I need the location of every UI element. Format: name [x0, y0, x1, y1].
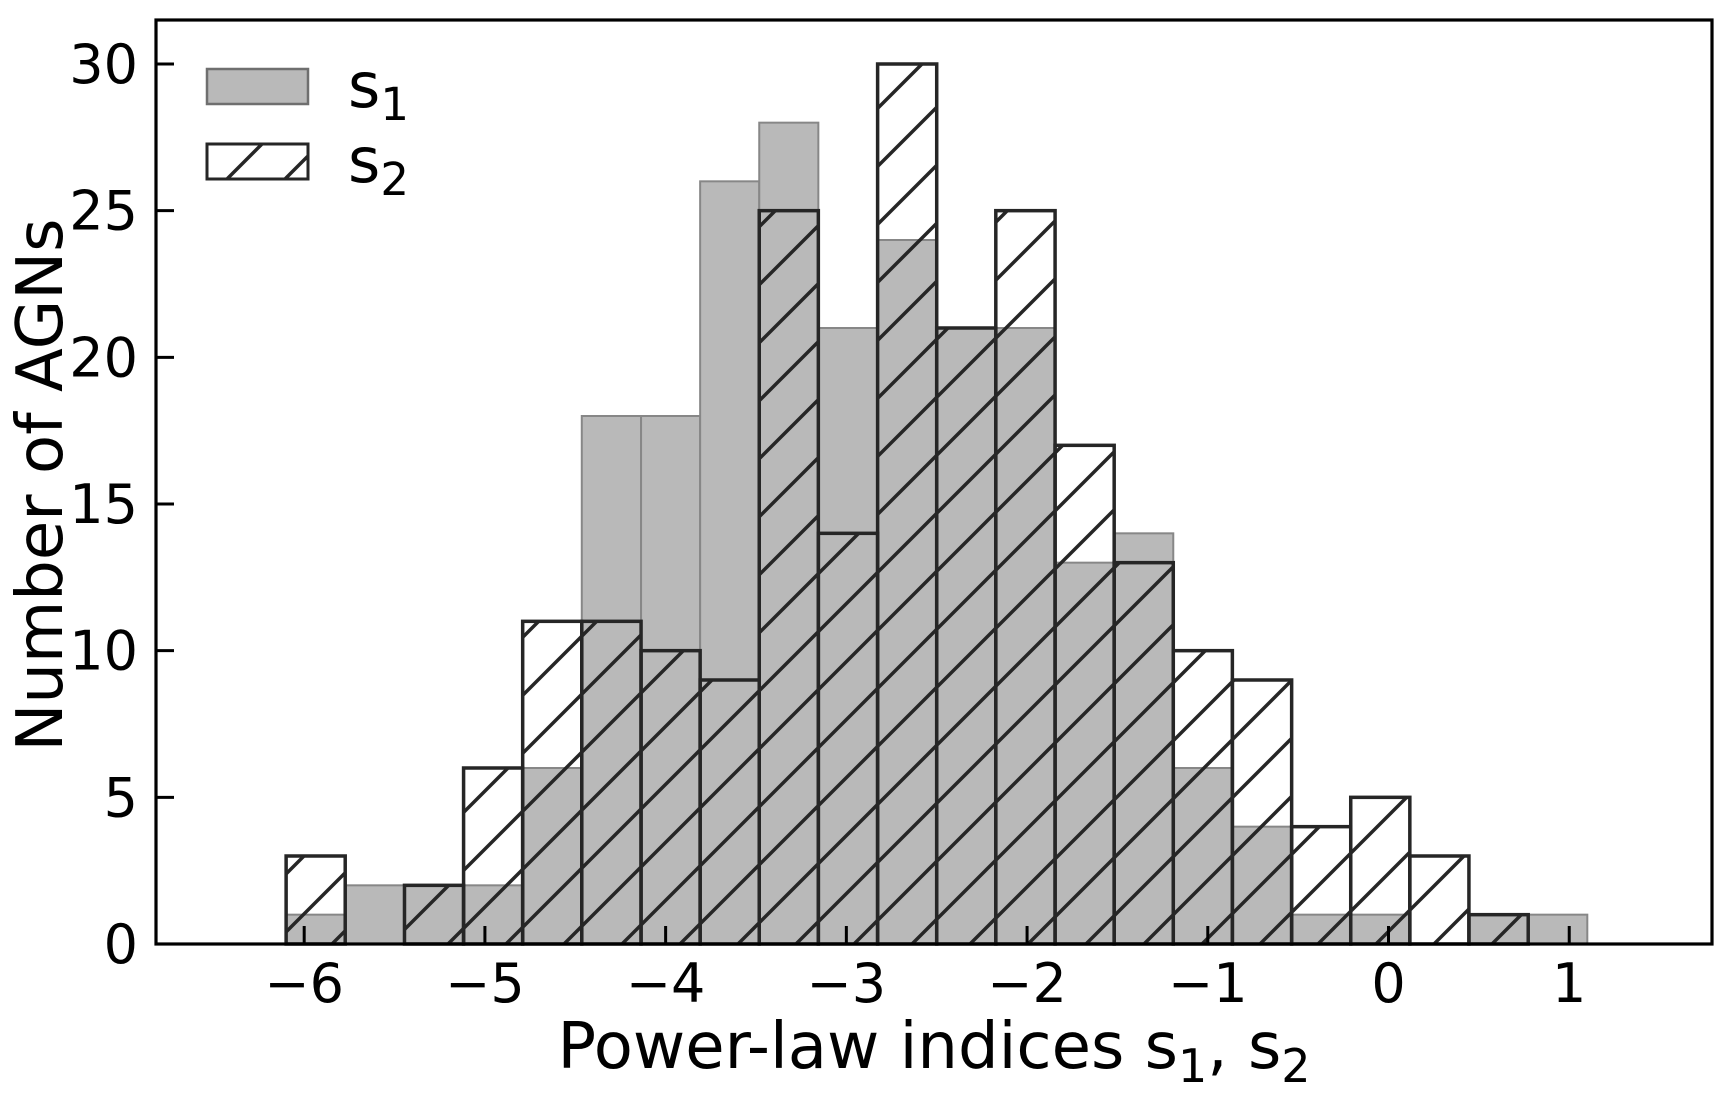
- s2-bar: [580, 619, 643, 946]
- y-tick-label: 10: [69, 620, 138, 683]
- legend-label: s2: [348, 124, 409, 206]
- s2-bar: [934, 326, 998, 946]
- s2-bar: [1171, 648, 1235, 946]
- x-axis-ticks: −6 −5 −4 −3 −2 −1 0 1: [264, 926, 1586, 1015]
- x-tick-label: 0: [1371, 952, 1405, 1015]
- y-tick-label: 30: [69, 33, 138, 96]
- s2-bar: [402, 883, 466, 946]
- legend-label: s1: [348, 49, 409, 131]
- x-tick-label: −4: [626, 952, 706, 1015]
- s1-bar: [344, 884, 406, 945]
- s2-bar: [1467, 912, 1530, 946]
- s2-bar: [1289, 824, 1353, 946]
- x-tick-label: −6: [264, 952, 344, 1015]
- y-axis-ticks: 0 5 10 15 20 25 30: [69, 33, 174, 976]
- legend-swatch-s1: [205, 67, 310, 106]
- s2-bar: [1348, 795, 1412, 946]
- s2-bar: [1408, 854, 1471, 946]
- s1-bar: [1527, 913, 1589, 946]
- x-tick-label: 1: [1552, 952, 1586, 1015]
- s2-bar: [639, 648, 702, 946]
- s2-bar: [461, 766, 525, 946]
- s2-bar: [1230, 678, 1294, 946]
- s2-bar: [994, 208, 1057, 946]
- legend-swatch-s2: [205, 142, 310, 181]
- y-tick-label: 20: [69, 326, 138, 389]
- y-tick-label: 0: [104, 913, 138, 976]
- s2-bar: [1053, 443, 1116, 946]
- y-tick-label: 15: [69, 473, 138, 536]
- s2-bar: [757, 208, 821, 946]
- x-axis-label: Power-law indices s1, s2: [557, 1010, 1310, 1093]
- plot-frame: [154, 18, 1714, 946]
- s2-bar: [698, 678, 761, 946]
- x-tick-label: −1: [1168, 952, 1248, 1015]
- x-tick-label: −2: [987, 952, 1067, 1015]
- s2-bar: [816, 531, 880, 946]
- s2-bar: [1112, 560, 1176, 946]
- x-tick-label: −3: [807, 952, 887, 1015]
- s2-bar: [520, 619, 584, 946]
- s2-bar: [284, 854, 347, 946]
- s2-bars: [284, 62, 1530, 946]
- x-tick-label: −5: [445, 952, 525, 1015]
- y-tick-label: 5: [104, 766, 138, 829]
- s2-bar: [875, 62, 939, 946]
- y-axis-label: Number of AGNs: [4, 219, 78, 752]
- y-tick-label: 25: [69, 180, 138, 243]
